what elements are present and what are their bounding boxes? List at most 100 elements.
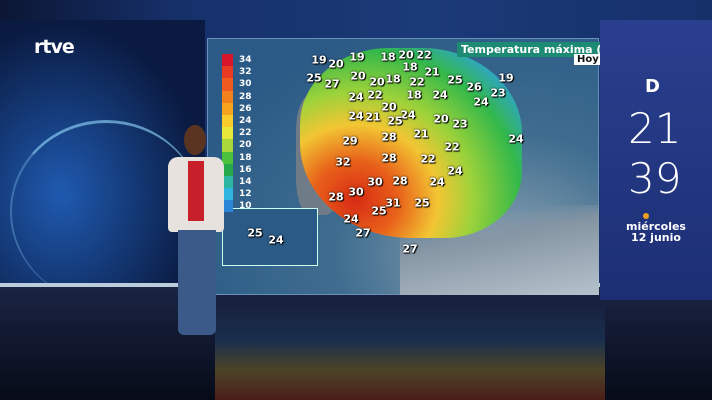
legend-value: 10 xyxy=(239,201,252,212)
temperature-label: 24 xyxy=(429,175,445,189)
temperature-label: 30 xyxy=(367,175,383,189)
legend-entry: 12 xyxy=(222,188,252,201)
temperature-label: 18 xyxy=(385,72,401,86)
studio-floor xyxy=(0,285,712,400)
temperature-label: 24 xyxy=(400,108,416,122)
legend-entry: 34 xyxy=(222,54,252,67)
temperature-label: 21 xyxy=(365,110,381,124)
legend-entry: 14 xyxy=(222,175,252,189)
legend-entry: 16 xyxy=(222,163,252,176)
temperature-label: 24 xyxy=(348,109,364,123)
legend-entry: 20 xyxy=(222,139,252,152)
temperature-label: 19 xyxy=(498,71,514,85)
clock-minute: 39 xyxy=(628,154,682,203)
temperature-label: 22 xyxy=(367,88,383,102)
temperature-label: 23 xyxy=(490,86,506,100)
clock-panel xyxy=(600,20,712,300)
temperature-label: 28 xyxy=(381,151,397,165)
temperature-legend: 34 32 30 28 26 24 22 20 18 16 14 12 10 xyxy=(222,54,252,213)
temperature-label: 27 xyxy=(324,77,340,91)
map-period: Hoy xyxy=(574,54,602,65)
temperature-label: 20 xyxy=(398,48,414,62)
temperature-label: 22 xyxy=(444,140,460,154)
legend-entry: 18 xyxy=(222,151,252,164)
legend-value: 14 xyxy=(239,176,252,187)
temperature-label: 18 xyxy=(406,88,422,102)
temperature-label: 25 xyxy=(247,226,263,240)
legend-swatch xyxy=(222,78,233,91)
legend-swatch xyxy=(222,139,233,152)
legend-value: 30 xyxy=(239,79,252,90)
temperature-label: 19 xyxy=(349,50,365,64)
rtve-logo: rtve xyxy=(34,36,75,58)
temperature-label: 20 xyxy=(350,69,366,83)
temperature-label: 25 xyxy=(387,114,403,128)
legend-swatch xyxy=(222,54,233,67)
map-reflection xyxy=(215,300,605,400)
temperature-label: 25 xyxy=(414,196,430,210)
legend-swatch xyxy=(222,114,233,128)
legend-value: 26 xyxy=(239,103,252,114)
temperature-label: 26 xyxy=(466,80,482,94)
temperature-label: 25 xyxy=(371,204,387,218)
temperature-label: 18 xyxy=(380,50,396,64)
legend-swatch xyxy=(222,175,233,189)
temperature-label: 22 xyxy=(409,75,425,89)
legend-swatch xyxy=(222,188,233,201)
presenter xyxy=(162,125,232,340)
legend-entry: 22 xyxy=(222,127,252,140)
legend-swatch xyxy=(222,163,233,176)
temperature-label: 27 xyxy=(402,242,418,256)
temperature-label: 24 xyxy=(473,95,489,109)
legend-value: 20 xyxy=(239,140,252,151)
temperature-label: 24 xyxy=(343,212,359,226)
legend-value: 24 xyxy=(239,116,252,127)
legend-entry: 28 xyxy=(222,90,252,103)
temperature-label: 27 xyxy=(355,226,371,240)
channel-d-logo: D xyxy=(645,76,660,97)
temperature-label: 25 xyxy=(306,71,322,85)
temperature-label: 22 xyxy=(416,48,432,62)
legend-value: 28 xyxy=(239,91,252,102)
date-weekday: miércoles xyxy=(626,220,686,233)
legend-swatch xyxy=(222,102,233,115)
temperature-label: 20 xyxy=(433,112,449,126)
temperature-label: 20 xyxy=(328,57,344,71)
legend-entry: 10 xyxy=(222,200,252,213)
temperature-label: 32 xyxy=(335,155,351,169)
temperature-label: 18 xyxy=(402,60,418,74)
canary-islands-inset xyxy=(222,208,318,266)
temperature-label: 29 xyxy=(342,134,358,148)
legend-swatch xyxy=(222,200,233,213)
temperature-label: 30 xyxy=(348,185,364,199)
temperature-label: 24 xyxy=(508,132,524,146)
legend-value: 32 xyxy=(239,67,252,78)
legend-value: 22 xyxy=(239,128,252,139)
temperature-label: 31 xyxy=(385,196,401,210)
temperature-label: 28 xyxy=(328,190,344,204)
temperature-label: 25 xyxy=(447,73,463,87)
temperature-label: 21 xyxy=(424,65,440,79)
legend-value: 16 xyxy=(239,164,252,175)
map-title: Temperatura máxima (°C) xyxy=(457,42,625,57)
temperature-label: 24 xyxy=(447,164,463,178)
legend-swatch xyxy=(222,151,233,164)
legend-entry: 26 xyxy=(222,102,252,115)
legend-value: 34 xyxy=(239,55,252,66)
legend-swatch xyxy=(222,127,233,140)
temperature-label: 24 xyxy=(432,88,448,102)
legend-entry: 24 xyxy=(222,114,252,128)
clock-hour: 21 xyxy=(628,104,682,153)
temperature-label: 22 xyxy=(420,152,436,166)
temperature-label: 20 xyxy=(369,75,385,89)
temperature-label: 21 xyxy=(413,127,429,141)
spain-temperature-map xyxy=(300,48,522,238)
temperature-label: 24 xyxy=(348,90,364,104)
temperature-label: 19 xyxy=(311,53,327,67)
legend-entry: 30 xyxy=(222,78,252,91)
temperature-label: 23 xyxy=(452,117,468,131)
temperature-label: 20 xyxy=(381,100,397,114)
legend-value: 18 xyxy=(239,152,252,163)
legend-swatch xyxy=(222,90,233,103)
temperature-label: 24 xyxy=(268,233,284,247)
